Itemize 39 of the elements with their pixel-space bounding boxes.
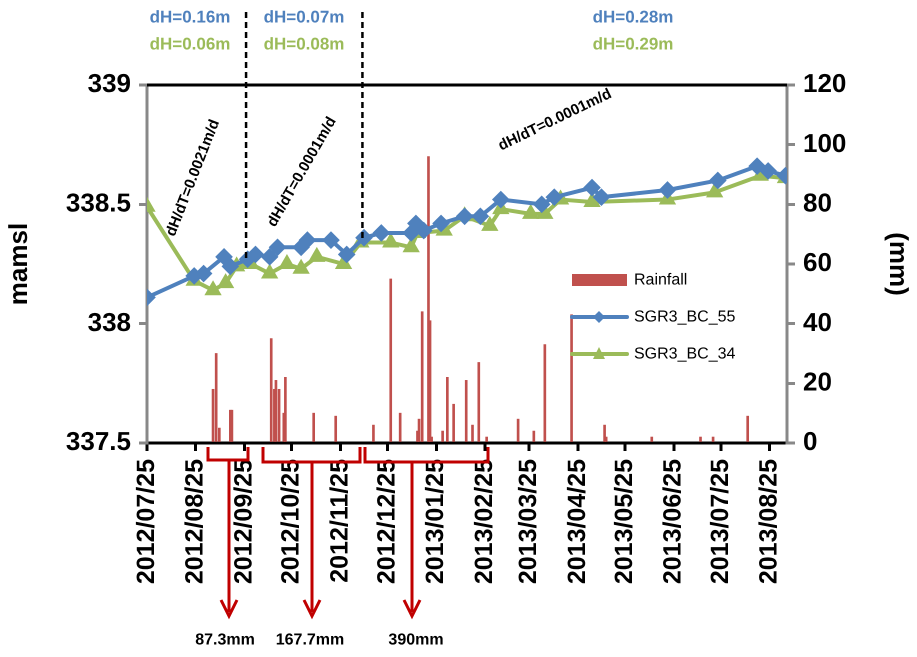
y2-axis-title: (mm) xyxy=(884,232,914,296)
y2-tick-label: 0 xyxy=(803,426,818,456)
x-tick-label: 2012/11/25 xyxy=(325,458,354,583)
y2-tick-label: 20 xyxy=(803,366,832,397)
y-tick-label: 338 xyxy=(88,306,131,337)
x-tick-label: 2012/09/25 xyxy=(229,458,258,584)
x-tick-label: 2012/07/25 xyxy=(132,458,160,584)
y-tick-label: 339 xyxy=(88,68,131,98)
x-tick-label: 2013/04/25 xyxy=(562,458,591,584)
y-tick-label: 337.5 xyxy=(66,426,131,456)
text: dH=0.16m xyxy=(150,8,230,27)
y2-tick-label: 120 xyxy=(803,68,846,98)
y-tick-label: 338.5 xyxy=(66,188,131,218)
x-tick-label: 2013/08/25 xyxy=(754,458,783,584)
text: dH=0.08m xyxy=(264,34,344,54)
y-axis-title: mamsl xyxy=(2,222,33,306)
y2-tick-label: 60 xyxy=(803,247,832,278)
text: 167.7mm xyxy=(276,631,344,648)
x-tick-label: 2012/08/25 xyxy=(180,458,209,584)
x-tick-label: 2013/03/25 xyxy=(514,458,542,584)
x-tick-label: 2012/12/25 xyxy=(372,458,400,584)
x-tick-label: 2013/06/25 xyxy=(658,458,687,584)
x-tick-label: 2013/05/25 xyxy=(610,458,638,584)
legend-label: SGR3_BC_34 xyxy=(634,345,736,362)
x-tick-label: 2012/10/25 xyxy=(276,458,305,584)
text: dH=0.28m xyxy=(592,8,674,27)
x-tick-label: 2013/02/25 xyxy=(470,458,498,584)
legend-label: Rainfall xyxy=(634,271,688,288)
text: 87.3mm xyxy=(195,631,255,648)
text: 390mm xyxy=(388,631,444,648)
x-tick-label: 2013/07/25 xyxy=(706,458,734,584)
y2-tick-label: 100 xyxy=(803,128,846,158)
text: dH=0.07m xyxy=(264,8,344,27)
text: dH=0.29m xyxy=(592,34,674,54)
legend-label: SGR3_BC_55 xyxy=(634,308,736,326)
x-tick-label: 2013/01/25 xyxy=(421,458,450,584)
y2-tick-label: 80 xyxy=(803,188,832,218)
text: dH=0.06m xyxy=(150,34,230,54)
y2-tick-label: 40 xyxy=(803,306,832,337)
